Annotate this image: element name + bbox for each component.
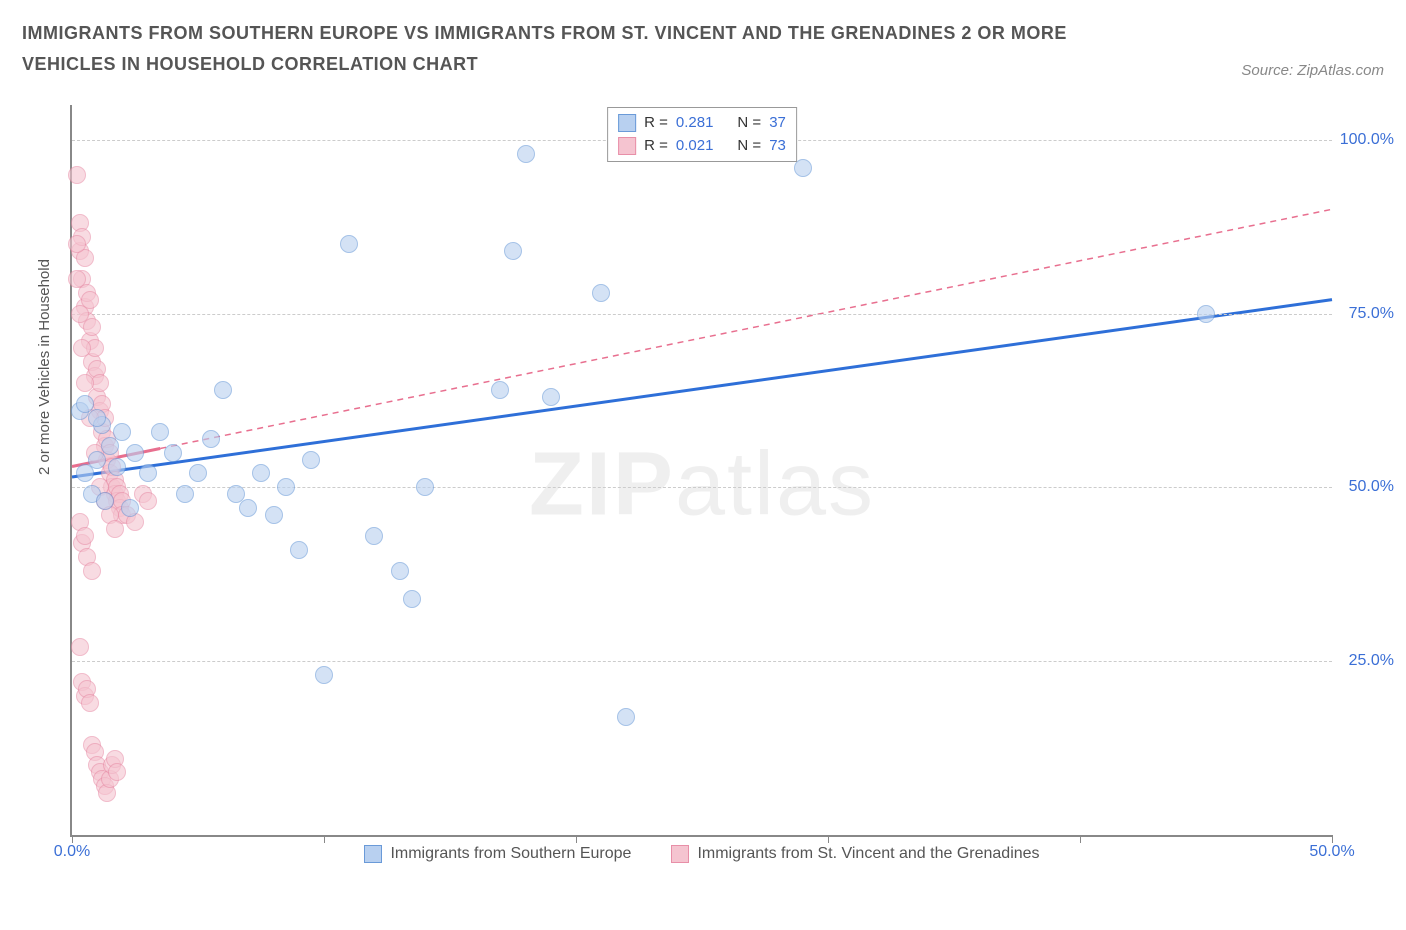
x-tick bbox=[324, 835, 325, 843]
swatch-a2 bbox=[364, 845, 382, 863]
point-b bbox=[76, 527, 94, 545]
point-a bbox=[151, 423, 169, 441]
point-a bbox=[202, 430, 220, 448]
point-a bbox=[164, 444, 182, 462]
point-a bbox=[176, 485, 194, 503]
point-a bbox=[542, 388, 560, 406]
point-a bbox=[315, 666, 333, 684]
point-a bbox=[88, 409, 106, 427]
point-a bbox=[265, 506, 283, 524]
swatch-b2 bbox=[671, 845, 689, 863]
x-tick-label: 50.0% bbox=[1309, 843, 1354, 861]
point-a bbox=[491, 381, 509, 399]
legend-stats: R = 0.281 N = 37 R = 0.021 N = 73 bbox=[607, 107, 797, 162]
point-a bbox=[340, 235, 358, 253]
point-a bbox=[365, 527, 383, 545]
point-b bbox=[73, 339, 91, 357]
chart-title: IMMIGRANTS FROM SOUTHERN EUROPE VS IMMIG… bbox=[22, 18, 1142, 79]
point-b bbox=[71, 638, 89, 656]
point-a bbox=[101, 437, 119, 455]
point-a bbox=[517, 145, 535, 163]
x-tick bbox=[828, 835, 829, 843]
x-tick bbox=[1080, 835, 1081, 843]
point-b bbox=[71, 305, 89, 323]
swatch-b bbox=[618, 137, 636, 155]
point-a bbox=[252, 464, 270, 482]
y-axis-label: 2 or more Vehicles in Household bbox=[36, 259, 53, 475]
point-b bbox=[139, 492, 157, 510]
point-a bbox=[96, 492, 114, 510]
point-b bbox=[76, 374, 94, 392]
y-tick-label: 100.0% bbox=[1340, 131, 1394, 149]
point-a bbox=[113, 423, 131, 441]
point-a bbox=[239, 499, 257, 517]
point-b bbox=[83, 318, 101, 336]
chart-container: 2 or more Vehicles in Household ZIPatlas… bbox=[22, 95, 1384, 895]
legend-row-a: R = 0.281 N = 37 bbox=[618, 112, 786, 135]
point-a bbox=[416, 478, 434, 496]
y-tick-label: 75.0% bbox=[1349, 305, 1394, 323]
point-a bbox=[189, 464, 207, 482]
legend-item-a: Immigrants from Southern Europe bbox=[364, 845, 631, 863]
point-b bbox=[68, 166, 86, 184]
watermark: ZIPatlas bbox=[529, 433, 875, 536]
x-tick bbox=[576, 835, 577, 843]
swatch-a bbox=[618, 114, 636, 132]
point-a bbox=[76, 464, 94, 482]
y-tick-label: 50.0% bbox=[1349, 478, 1394, 496]
point-a bbox=[403, 590, 421, 608]
point-b bbox=[68, 270, 86, 288]
point-a bbox=[139, 464, 157, 482]
point-a bbox=[302, 451, 320, 469]
point-a bbox=[126, 444, 144, 462]
point-a bbox=[1197, 305, 1215, 323]
point-a bbox=[121, 499, 139, 517]
y-tick-label: 25.0% bbox=[1349, 652, 1394, 670]
point-a bbox=[617, 708, 635, 726]
grid-line bbox=[72, 314, 1332, 315]
point-a bbox=[88, 451, 106, 469]
point-a bbox=[277, 478, 295, 496]
grid-line bbox=[72, 661, 1332, 662]
point-a bbox=[391, 562, 409, 580]
point-b bbox=[68, 235, 86, 253]
point-a bbox=[76, 395, 94, 413]
point-b bbox=[81, 694, 99, 712]
point-a bbox=[214, 381, 232, 399]
x-tick bbox=[72, 835, 73, 843]
point-a bbox=[504, 242, 522, 260]
legend-item-b: Immigrants from St. Vincent and the Gren… bbox=[671, 845, 1039, 863]
point-b bbox=[83, 562, 101, 580]
plot-area: ZIPatlas R = 0.281 N = 37 R = 0.021 N = … bbox=[70, 105, 1332, 837]
point-b bbox=[108, 763, 126, 781]
x-tick-label: 0.0% bbox=[54, 843, 90, 861]
x-tick bbox=[1332, 835, 1333, 843]
legend-row-b: R = 0.021 N = 73 bbox=[618, 135, 786, 158]
point-a bbox=[592, 284, 610, 302]
point-a bbox=[290, 541, 308, 559]
point-b bbox=[106, 520, 124, 538]
header: IMMIGRANTS FROM SOUTHERN EUROPE VS IMMIG… bbox=[0, 0, 1406, 87]
point-a bbox=[108, 458, 126, 476]
legend-series: Immigrants from Southern Europe Immigran… bbox=[72, 845, 1332, 863]
source-label: Source: ZipAtlas.com bbox=[1241, 62, 1384, 79]
grid-line bbox=[72, 487, 1332, 488]
